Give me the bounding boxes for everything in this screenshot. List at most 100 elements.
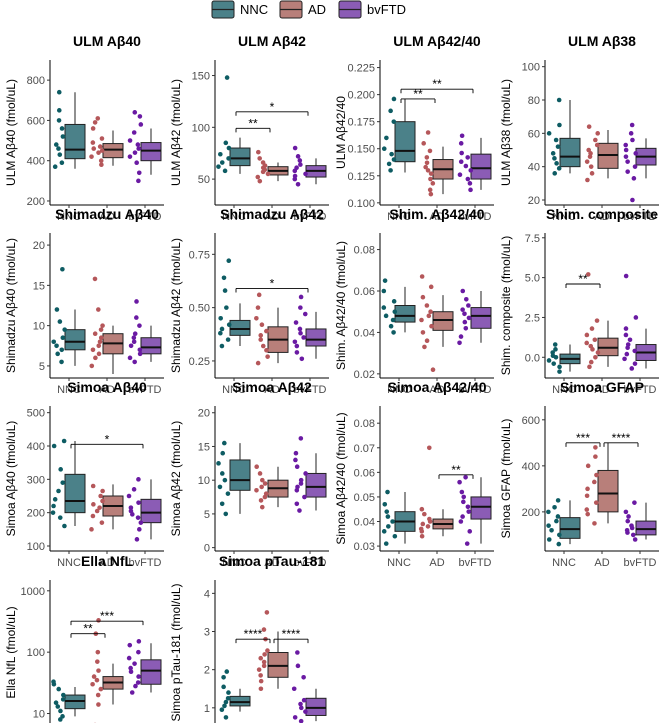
significance-label: ** [83, 622, 93, 636]
significance-label: **** [612, 431, 631, 445]
data-point [54, 343, 59, 349]
data-point [58, 708, 63, 714]
panel-title: Shimadzu Aβ40 [55, 206, 159, 222]
data-point [96, 668, 101, 673]
box-iqr [432, 311, 454, 331]
data-point [460, 514, 465, 519]
data-point [382, 278, 388, 283]
data-point [52, 164, 58, 170]
data-point [95, 692, 101, 698]
y-tick-label: 200 [27, 196, 45, 208]
data-point [264, 328, 269, 334]
data-point [594, 318, 600, 323]
legend-item-ad: AD [279, 0, 326, 19]
data-point [556, 97, 562, 103]
box-ad [597, 130, 619, 179]
data-point [382, 502, 388, 507]
y-tick-label: 5 [39, 361, 45, 373]
y-axis-label: ULM Aβ40 (fmol/uL) [4, 79, 18, 186]
data-point [423, 164, 428, 170]
data-point [593, 137, 598, 143]
panel-title: Simoa Aβ40 [67, 379, 147, 395]
data-point [135, 142, 141, 147]
y-tick-label: 100 [27, 647, 45, 659]
x-tick-label: NNC [57, 211, 81, 223]
data-point [429, 323, 434, 329]
data-point [293, 457, 298, 463]
box-bvftd [470, 291, 492, 343]
y-tick-label: 60 [528, 128, 540, 140]
data-point [258, 678, 264, 684]
data-point [586, 147, 591, 153]
y-tick-label: 7.5 [525, 233, 540, 245]
data-point [466, 303, 471, 308]
data-point [258, 498, 264, 503]
y-tick-label: 0.08 [354, 245, 375, 257]
data-point [302, 494, 307, 500]
data-point [623, 154, 629, 159]
data-point [97, 339, 103, 345]
significance-label: ** [578, 272, 588, 286]
data-point [99, 148, 105, 153]
data-point [630, 137, 635, 143]
data-point [219, 160, 225, 165]
data-point [219, 471, 225, 476]
y-tick-label: 10 [33, 321, 45, 333]
data-point [385, 514, 391, 519]
data-point [255, 174, 261, 180]
data-point [588, 151, 593, 156]
x-tick-label: NNC [387, 384, 411, 396]
data-point [134, 299, 139, 304]
data-point [219, 326, 225, 332]
x-tick-label: bvFTD [624, 211, 657, 223]
data-point [584, 340, 590, 346]
panel-ulm-ab40: ULM Aβ40 ULM Aβ40 (fmol/uL) 200 400 600 800 NN… [4, 33, 164, 223]
data-point [60, 714, 65, 719]
x-tick-label: AD [264, 557, 279, 569]
data-point [257, 178, 263, 184]
data-point [262, 652, 267, 657]
box-iqr [559, 137, 581, 168]
box-ad [102, 484, 124, 530]
data-point [584, 507, 590, 512]
box-iqr [305, 328, 327, 347]
data-point [89, 527, 94, 532]
data-point [381, 288, 387, 294]
data-point [136, 639, 142, 644]
y-tick-label: 0.75 [189, 249, 210, 261]
panel-title: ULM Aβ42 [238, 33, 306, 49]
data-point [92, 331, 98, 336]
data-point [97, 144, 103, 149]
significance-bracket: * [70, 432, 144, 449]
y-tick-label: 50 [198, 174, 210, 186]
data-point [223, 715, 229, 720]
data-point [225, 337, 231, 342]
data-point [629, 122, 635, 128]
data-point [384, 509, 390, 514]
data-point [623, 509, 629, 515]
panel-title: Simoa Aβ42/40 [387, 379, 486, 395]
data-point [257, 471, 263, 476]
x-tick-label: bvFTD [459, 211, 492, 223]
x-tick-label: bvFTD [294, 211, 327, 223]
data-point [57, 152, 63, 157]
panel-shim-ab42-40: Shim. Aβ42/40 Shim. Aβ42/40 (fmol/uL) 0.02… [334, 206, 494, 396]
data-point [632, 361, 638, 366]
significance-label: *** [576, 431, 590, 445]
data-point [226, 322, 232, 327]
x-tick-label: AD [99, 211, 114, 223]
data-point [419, 506, 425, 512]
y-tick-label: 4 [204, 588, 210, 600]
data-point [381, 305, 387, 310]
data-point [588, 359, 594, 365]
data-point [390, 519, 395, 524]
y-tick-label: 0.150 [347, 144, 375, 156]
box-nnc [394, 98, 416, 173]
data-point [292, 715, 298, 720]
data-point [57, 319, 63, 324]
data-point [595, 131, 601, 136]
box-nnc [64, 92, 86, 169]
data-point [128, 669, 134, 675]
data-point [132, 150, 138, 155]
